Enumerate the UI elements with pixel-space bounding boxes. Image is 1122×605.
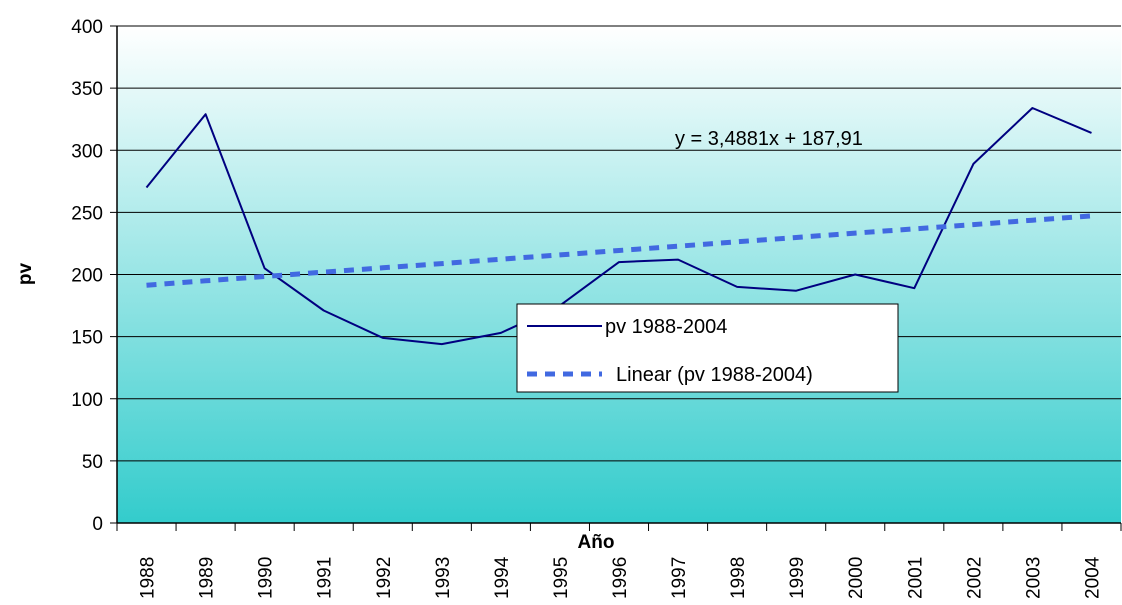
x-tick-label: 1993 <box>433 557 454 599</box>
legend-label-pv: pv 1988-2004 <box>605 316 727 338</box>
x-tick-label: 1992 <box>374 557 395 599</box>
x-tick-label: 1998 <box>728 557 749 599</box>
x-tick-label: 2003 <box>1023 557 1044 599</box>
y-tick-label: 0 <box>92 514 103 535</box>
x-tick-label: 1988 <box>138 557 159 599</box>
x-tick-label: 2001 <box>905 557 926 599</box>
trendline <box>146 213 1092 288</box>
y-tick-label: 350 <box>71 79 103 100</box>
y-axis-title: pv <box>15 262 36 285</box>
x-tick-label: 1991 <box>315 557 336 599</box>
x-tick-label: 2002 <box>964 557 985 599</box>
trendline-equation: y = 3,4881x + 187,91 <box>675 128 863 150</box>
y-tick-label: 300 <box>71 141 103 162</box>
x-tick-label: 1996 <box>610 557 631 599</box>
x-tick-label: 2004 <box>1082 556 1103 599</box>
x-tick-label: 2000 <box>846 557 867 599</box>
x-tick-labels: 1988 1989 1990 1991 1992 1993 1994 1995 1996 1997… <box>116 523 1122 599</box>
legend: pv 1988-2004 Linear (pv 1988-2004) <box>516 303 899 393</box>
x-tick-label: 1995 <box>551 557 572 599</box>
y-tick-label: 50 <box>82 452 103 473</box>
series-lines <box>145 107 1092 346</box>
x-tick-label: 1989 <box>197 557 218 599</box>
x-tick-label: 1999 <box>787 557 808 599</box>
x-tick-label: 1997 <box>669 557 690 599</box>
x-tick-label: 1990 <box>256 557 277 599</box>
y-tick-label: 200 <box>71 266 103 287</box>
y-tick-label: 150 <box>71 328 103 349</box>
x-tick-label: 1994 <box>492 556 513 599</box>
y-tick-labels: 0 50 100 150 200 250 300 350 400 <box>71 17 117 535</box>
y-tick-label: 250 <box>71 203 103 224</box>
y-tick-label: 100 <box>71 390 103 411</box>
x-axis-title: Año <box>578 532 615 553</box>
legend-label-linear: Linear (pv 1988-2004) <box>616 364 813 386</box>
y-tick-label: 400 <box>71 17 103 38</box>
legend-box <box>516 303 899 393</box>
